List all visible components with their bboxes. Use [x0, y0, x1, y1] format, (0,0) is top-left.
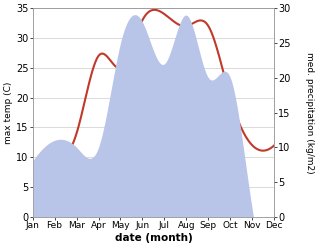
Y-axis label: max temp (C): max temp (C) [4, 81, 13, 144]
Y-axis label: med. precipitation (kg/m2): med. precipitation (kg/m2) [305, 52, 314, 173]
X-axis label: date (month): date (month) [114, 233, 192, 243]
